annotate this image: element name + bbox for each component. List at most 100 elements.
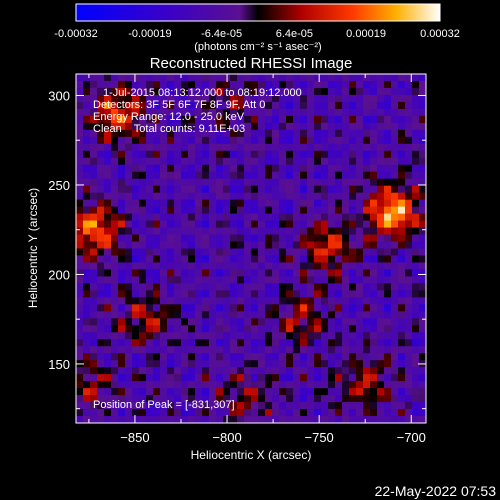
heatmap-cell (286, 374, 294, 382)
heatmap-cell (398, 199, 406, 208)
heatmap-cell (160, 94, 168, 103)
heatmap-cell (174, 150, 182, 159)
heatmap-cell (398, 325, 406, 333)
heatmap-cell (111, 269, 119, 278)
heatmap-cell (251, 416, 259, 423)
heatmap-cell (118, 94, 126, 103)
heatmap-cell (237, 346, 245, 354)
heatmap-cell (328, 220, 336, 229)
heatmap-cell (167, 101, 175, 110)
heatmap-cell (202, 367, 210, 375)
heatmap-cell (209, 164, 217, 173)
heatmap-cell (97, 346, 105, 354)
heatmap-cell (349, 199, 357, 208)
heatmap-cell (363, 269, 371, 278)
heatmap-cell (258, 94, 266, 103)
heatmap-cell (237, 248, 245, 257)
heatmap-cell (209, 122, 217, 131)
heatmap-cell (90, 346, 98, 354)
heatmap-cell (335, 388, 343, 396)
heatmap-cell (188, 318, 196, 326)
heatmap-cell (328, 269, 336, 278)
heatmap-cell (356, 325, 364, 333)
heatmap-cell (209, 150, 217, 159)
heatmap-cell (321, 381, 329, 389)
heatmap-cell (328, 143, 336, 152)
heatmap-cell (216, 339, 224, 347)
heatmap-cell (314, 136, 322, 145)
heatmap-cell (286, 297, 294, 305)
heatmap-cell (90, 74, 98, 82)
heatmap-cell (132, 311, 140, 319)
heatmap-cell (419, 157, 426, 166)
heatmap-cell (76, 157, 84, 166)
heatmap-cell (83, 101, 91, 110)
heatmap-cell (293, 332, 301, 340)
heatmap-cell (209, 178, 217, 187)
heatmap-cell (279, 220, 287, 229)
heatmap-cell (398, 185, 406, 194)
heatmap-cell (223, 150, 231, 159)
heatmap-cell (342, 206, 350, 215)
heatmap-cell (104, 87, 112, 96)
heatmap-cell (398, 416, 406, 423)
heatmap-cell (230, 122, 238, 131)
heatmap-cell (146, 262, 154, 271)
heatmap-cell (293, 353, 301, 361)
heatmap-cell (398, 80, 406, 89)
heatmap-cell (279, 402, 287, 410)
heatmap-cell (251, 150, 259, 159)
heatmap-cell (251, 395, 259, 403)
heatmap-cell (125, 241, 133, 250)
heatmap-cell (293, 74, 301, 82)
heatmap-cell (125, 311, 133, 319)
heatmap-cell (139, 248, 147, 257)
heatmap-cell (125, 374, 133, 382)
heatmap-cell (405, 367, 413, 375)
heatmap-cell (104, 108, 112, 117)
annotation-method: Clean Total counts: 9.11E+03 (93, 123, 245, 135)
heatmap-cell (132, 283, 140, 291)
heatmap-cell (153, 367, 161, 375)
heatmap-cell (118, 227, 126, 236)
heatmap-cell (181, 241, 189, 250)
heatmap-cell (342, 395, 350, 403)
heatmap-cell (209, 332, 217, 340)
heatmap-cell (314, 269, 322, 278)
heatmap-cell (384, 192, 392, 201)
heatmap-cell (223, 367, 231, 375)
heatmap-cell (335, 206, 343, 215)
heatmap-cell (90, 311, 98, 319)
heatmap-cell (419, 367, 426, 375)
heatmap-cell (153, 402, 161, 410)
heatmap-cell (202, 290, 210, 298)
heatmap-cell (363, 409, 371, 417)
heatmap-cell (83, 339, 91, 347)
heatmap-cell (216, 297, 224, 305)
heatmap-cell (97, 381, 105, 389)
heatmap-cell (300, 234, 308, 243)
heatmap-cell (230, 381, 238, 389)
heatmap-cell (363, 360, 371, 368)
heatmap-cell (384, 402, 392, 410)
heatmap-cell (314, 283, 322, 291)
heatmap-cell (146, 136, 154, 145)
heatmap-cell (202, 360, 210, 368)
heatmap-cell (202, 346, 210, 354)
heatmap-cell (167, 178, 175, 187)
heatmap-cell (370, 262, 378, 271)
heatmap-cell (321, 269, 329, 278)
heatmap-cell (237, 416, 245, 423)
heatmap-cell (307, 185, 315, 194)
heatmap-cell (146, 129, 154, 138)
heatmap-cell (265, 248, 273, 257)
heatmap-cell (202, 185, 210, 194)
heatmap-cell (286, 157, 294, 166)
heatmap-cell (412, 395, 420, 403)
heatmap-cell (202, 374, 210, 382)
heatmap-cell (279, 143, 287, 152)
heatmap-cell (293, 374, 301, 382)
heatmap-cell (209, 290, 217, 298)
heatmap-cell (90, 276, 98, 284)
heatmap-cell (370, 101, 378, 110)
